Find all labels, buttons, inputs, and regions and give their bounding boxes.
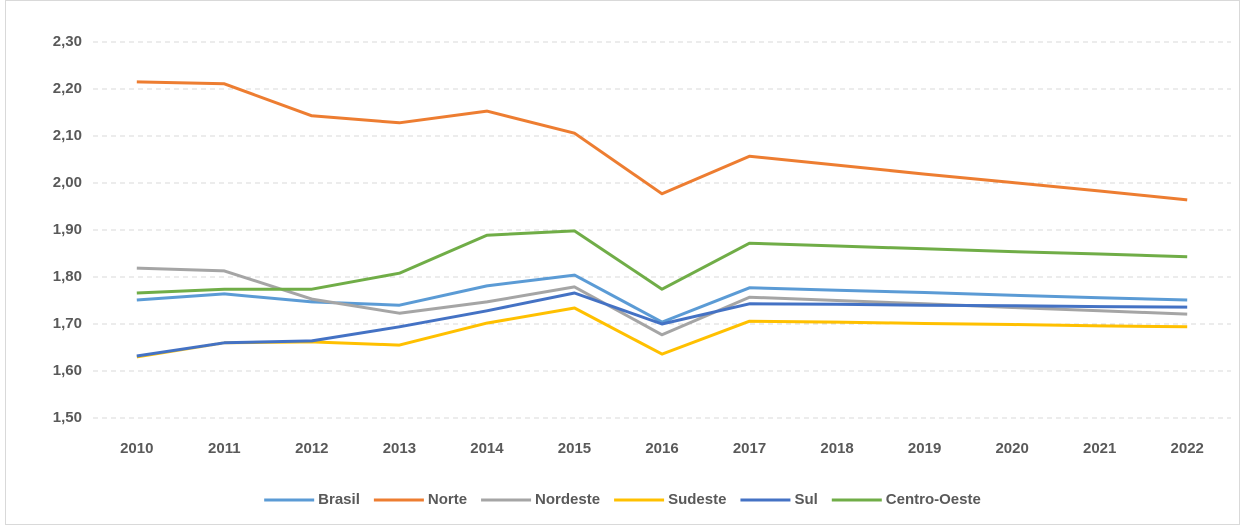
series-line: [136, 291, 1188, 358]
x-tick-label: 2022: [1171, 440, 1204, 457]
legend-label: Sul: [794, 491, 817, 508]
y-tick-label: 1,90: [53, 221, 82, 238]
x-tick-label: 2013: [383, 440, 416, 457]
x-tick-label: 2011: [208, 440, 241, 457]
y-tick-label: 2,00: [53, 174, 82, 191]
y-tick-label: 1,80: [53, 268, 82, 285]
legend-label: Sudeste: [668, 491, 726, 508]
y-tick-label: 2,30: [53, 33, 82, 50]
legend-label: Nordeste: [535, 491, 600, 508]
series-line: [136, 229, 1188, 295]
y-tick-label: 1,50: [53, 409, 82, 426]
y-tick-label: 1,70: [53, 315, 82, 332]
y-tick-label: 2,10: [53, 127, 82, 144]
x-tick-label: 2019: [908, 440, 941, 457]
x-tick-label: 2012: [295, 440, 328, 457]
x-tick-label: 2017: [733, 440, 766, 457]
x-tick-label: 2014: [470, 440, 504, 457]
x-tick-label: 2015: [558, 440, 591, 457]
series-line: [136, 80, 1188, 202]
y-tick-label: 1,60: [53, 362, 82, 379]
series-line: [136, 266, 1188, 337]
x-tick-label: 2016: [645, 440, 678, 457]
x-tick-label: 2018: [820, 440, 853, 457]
x-tick-label: 2010: [120, 440, 153, 457]
legend-label: Centro-Oeste: [886, 491, 981, 508]
series-line: [136, 273, 1188, 324]
y-tick-label: 2,20: [53, 80, 82, 97]
legend-label: Norte: [428, 491, 467, 508]
legend-label: Brasil: [318, 491, 360, 508]
x-tick-label: 2020: [995, 440, 1028, 457]
x-tick-label: 2021: [1083, 440, 1116, 457]
